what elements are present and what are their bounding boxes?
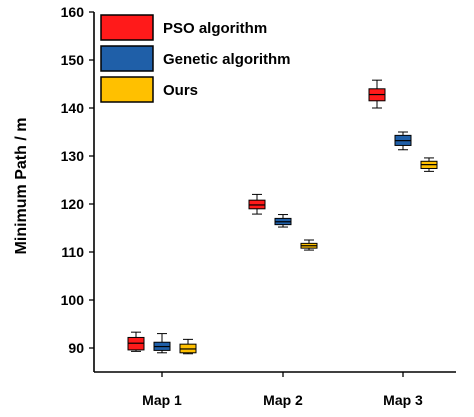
legend-label: PSO algorithm [163,20,267,37]
legend-swatch [100,14,154,41]
x-tick-label: Map 2 [263,392,303,408]
axes [93,12,456,373]
box-mark [420,157,438,172]
y-tick-label: 130 [61,148,85,164]
y-tick-label: 140 [61,100,85,116]
y-tick-label: 100 [61,292,85,308]
box-mark [274,214,292,228]
box-mark [394,131,412,151]
y-tick-label: 90 [68,340,84,356]
y-tick-label: 110 [61,244,84,260]
box-mark [300,239,318,251]
y-axis-label: Minimum Path / m [13,118,30,255]
x-tick-label: Map 3 [383,392,423,408]
y-tick-label: 120 [61,196,85,212]
legend-swatch [100,76,154,103]
box-mark [248,193,266,215]
legend-label: Genetic algorithm [163,51,291,68]
box-mark [153,333,171,354]
box-mark [127,331,145,352]
legend: PSO algorithm Genetic algorithm Ours [100,14,291,103]
x-categories: Map 1 Map 2 Map 3 [142,372,423,408]
y-tick-label: 160 [61,4,85,20]
boxes [127,79,438,355]
legend-swatch [100,45,154,72]
y-tick-label: 150 [61,52,85,68]
box-mark [179,338,197,355]
y-ticks: 90 100 110 120 130 140 150 160 [61,4,94,356]
legend-label: Ours [163,82,198,99]
x-tick-label: Map 1 [142,392,182,408]
box-mark [368,79,386,109]
